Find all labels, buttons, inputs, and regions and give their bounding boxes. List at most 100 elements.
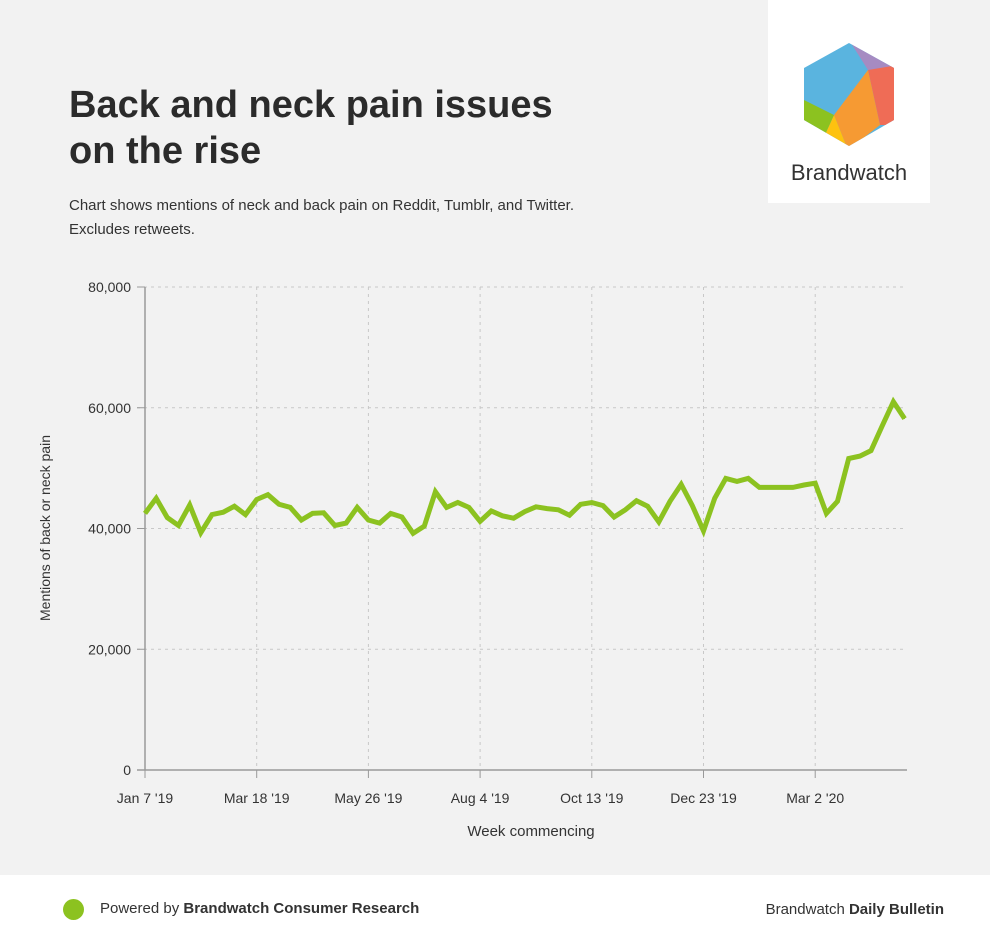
- data-point: [725, 477, 727, 479]
- brandwatch-logo: Brandwatch: [768, 0, 930, 203]
- powered-brand: Brandwatch Consumer Research: [183, 900, 420, 917]
- data-point: [904, 418, 906, 420]
- data-point: [680, 483, 682, 485]
- data-point: [691, 505, 693, 507]
- data-point: [233, 505, 235, 507]
- y-tick-label: 60,000: [88, 400, 131, 416]
- page-title: Back and neck pain issues on the rise: [69, 82, 629, 174]
- data-point: [468, 506, 470, 508]
- data-point: [892, 401, 894, 403]
- data-point: [200, 532, 202, 534]
- line-chart: 0 20,000 40,000 60,000 80,000 Jan 7 '19 Mar 18…: [37, 279, 907, 840]
- data-point: [312, 512, 314, 514]
- footer: Powered by Brandwatch Consumer Research …: [0, 875, 990, 945]
- data-point: [602, 505, 604, 507]
- data-point: [881, 425, 883, 427]
- data-point: [624, 509, 626, 511]
- data-point: [513, 517, 515, 519]
- data-point: [379, 522, 381, 524]
- bulletin-prefix: Brandwatch: [765, 901, 849, 918]
- data-point: [367, 519, 369, 521]
- series-line-mentions: [142, 396, 907, 539]
- data-point: [323, 512, 325, 514]
- bulletin-bold: Daily Bulletin: [848, 901, 944, 918]
- data-point: [267, 494, 269, 496]
- data-point: [825, 512, 827, 514]
- data-point: [222, 511, 224, 513]
- data-point: [189, 504, 191, 506]
- data-point: [446, 506, 448, 508]
- data-point: [356, 506, 358, 508]
- data-point: [155, 497, 157, 499]
- x-axis-label: Week commencing: [467, 823, 594, 840]
- x-tick-label: Aug 4 '19: [451, 790, 510, 806]
- daily-bulletin: Brandwatch Daily Bulletin: [766, 901, 944, 918]
- y-tick-label: 40,000: [88, 521, 131, 537]
- data-point: [591, 502, 593, 504]
- x-tick-label: Mar 18 '19: [224, 790, 290, 806]
- data-point: [245, 514, 247, 516]
- title-line-2: on the rise: [69, 130, 262, 172]
- y-tick-label: 20,000: [88, 641, 131, 657]
- data-point: [345, 522, 347, 524]
- green-dot-icon: [63, 899, 84, 920]
- x-tick-label: Mar 2 '20: [786, 790, 844, 806]
- data-point: [770, 486, 772, 488]
- x-tick-label: Jan 7 '19: [117, 790, 174, 806]
- data-point: [870, 450, 872, 452]
- data-point: [669, 500, 671, 502]
- data-point: [144, 512, 146, 514]
- data-point: [557, 509, 559, 511]
- data-point: [423, 525, 425, 527]
- data-point: [434, 491, 436, 493]
- data-point: [747, 477, 749, 479]
- data-point: [647, 505, 649, 507]
- data-point: [658, 521, 660, 523]
- y-tick-label: 0: [123, 762, 131, 778]
- data-point: [278, 503, 280, 505]
- data-point: [289, 506, 291, 508]
- data-point: [859, 455, 861, 457]
- data-point: [256, 499, 258, 501]
- data-point: [546, 508, 548, 510]
- subtitle: Chart shows mentions of neck and back pa…: [69, 194, 669, 242]
- logo-text: Brandwatch: [790, 160, 908, 185]
- data-point: [490, 510, 492, 512]
- data-point: [300, 519, 302, 521]
- data-point: [457, 502, 459, 504]
- data-point: [524, 511, 526, 513]
- data-point: [792, 486, 794, 488]
- data-point: [814, 482, 816, 484]
- data-point: [703, 530, 704, 532]
- data-point: [837, 500, 839, 502]
- data-point: [635, 500, 637, 502]
- subtitle-line-1: Chart shows mentions of neck and back pa…: [69, 197, 574, 214]
- hexagon-logo-icon: [804, 43, 894, 146]
- powered-by: Powered by Brandwatch Consumer Research: [100, 900, 419, 917]
- title-line-1: Back and neck pain issues: [69, 84, 553, 126]
- data-point: [781, 486, 783, 488]
- powered-prefix: Powered by: [100, 900, 184, 917]
- data-point: [178, 524, 180, 526]
- data-point: [501, 515, 503, 517]
- x-tick-label: Oct 13 '19: [560, 790, 624, 806]
- data-point: [412, 532, 414, 534]
- data-point: [758, 486, 760, 488]
- data-point: [166, 517, 168, 519]
- data-point: [334, 524, 336, 526]
- data-point: [803, 484, 805, 486]
- data-point: [479, 520, 481, 522]
- data-point: [580, 503, 582, 505]
- x-tick-label: May 26 '19: [334, 790, 402, 806]
- data-point: [613, 516, 615, 518]
- x-tick-label: Dec 23 '19: [670, 790, 737, 806]
- data-point: [390, 512, 392, 514]
- data-point: [535, 506, 537, 508]
- subtitle-line-2: Excludes retweets.: [69, 221, 195, 238]
- data-point: [714, 497, 716, 499]
- data-point: [401, 516, 403, 518]
- data-point: [848, 457, 850, 459]
- y-axis-label: Mentions of back or neck pain: [37, 435, 53, 621]
- y-tick-label: 80,000: [88, 279, 131, 295]
- data-point: [211, 514, 213, 516]
